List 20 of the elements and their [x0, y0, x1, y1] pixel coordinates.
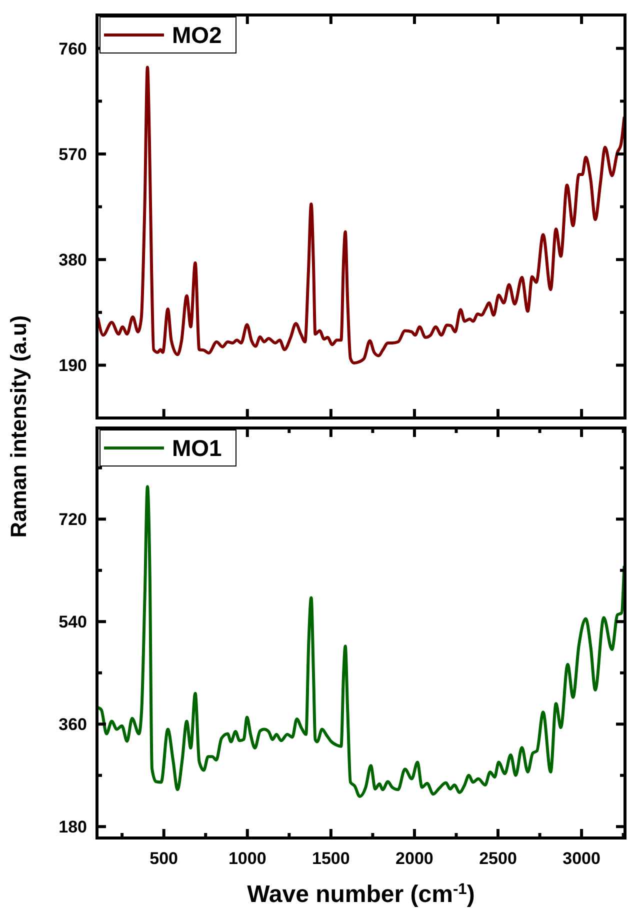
y-tick-label: 570 — [58, 144, 87, 164]
x-tick-label: 2500 — [479, 849, 517, 868]
x-tick-label: 1000 — [228, 849, 266, 868]
line-series — [97, 66, 625, 364]
x-axis-title: Wave number (cm$^{-1}$) — [247, 880, 475, 908]
y-tick-label: 760 — [58, 39, 87, 58]
x-tick-label: 1500 — [312, 849, 350, 868]
x-tick-label: 3000 — [562, 849, 600, 868]
y-tick-label: 180 — [58, 818, 87, 837]
y-tick-label: 360 — [58, 715, 87, 734]
legend-label: MO1 — [172, 435, 222, 461]
line-series — [97, 485, 625, 798]
x-tick-label: 2000 — [396, 849, 434, 868]
y-tick-label: 540 — [58, 612, 87, 632]
y-tick-label: 380 — [58, 250, 87, 270]
legend-label: MO2 — [172, 22, 222, 48]
y-axis-title: Raman intensity (a.u) — [6, 315, 31, 538]
x-tick-label: 500 — [150, 849, 178, 868]
y-tick-label: 190 — [58, 356, 87, 376]
y-tick-label: 720 — [58, 510, 87, 530]
